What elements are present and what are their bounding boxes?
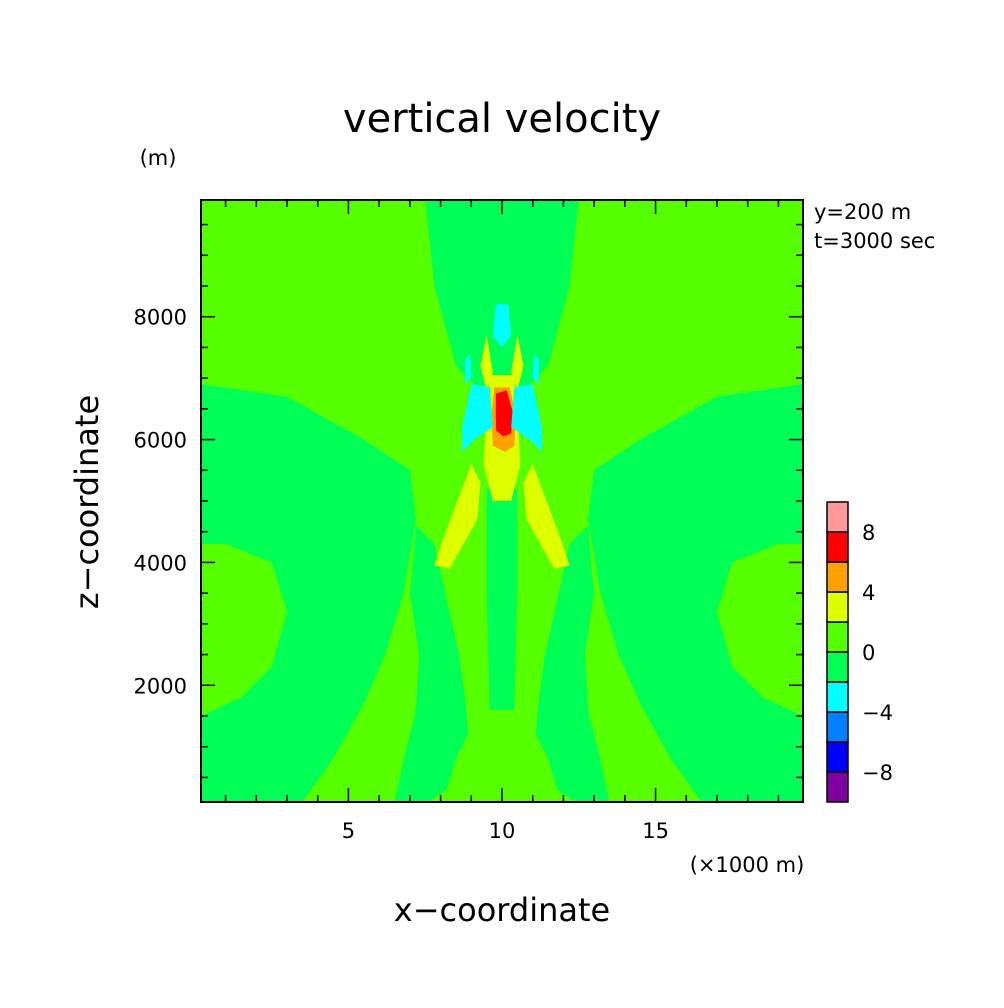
colorbar-swatch <box>826 561 849 593</box>
colorbar-tick-label: 0 <box>862 641 875 665</box>
x-tick-labels: 5 10 15 <box>342 819 669 843</box>
contour-region-12 <box>480 335 493 391</box>
colorbar: −8 −4 0 4 8 <box>826 501 893 803</box>
colorbar-swatch <box>826 741 849 773</box>
contour-region-4 <box>486 488 518 710</box>
colorbar-swatch <box>826 651 849 683</box>
colorbar-swatch <box>826 681 849 713</box>
annotation-time: t=3000 sec <box>814 229 935 253</box>
contour-region-2 <box>588 384 803 802</box>
contour-region-17 <box>465 353 472 385</box>
colorbar-swatch <box>826 501 849 533</box>
contour-region-13 <box>511 335 524 391</box>
contour-region-6 <box>535 525 610 802</box>
x-axis-label: x−coordinate <box>394 891 610 929</box>
contour-region-11 <box>523 464 570 569</box>
x-tick-label: 5 <box>342 819 355 843</box>
annotation-y-position: y=200 m <box>814 200 911 224</box>
y-tick-label: 6000 <box>134 429 187 453</box>
y-tick-labels: 2000 4000 6000 8000 <box>134 306 187 699</box>
axis-ticks <box>201 200 803 802</box>
contour-region-15 <box>511 384 542 452</box>
contour-region-5 <box>394 525 469 802</box>
y-tick-label: 2000 <box>134 674 187 698</box>
contour-region-14 <box>462 384 493 452</box>
contour-region-16 <box>492 304 512 348</box>
x-tick-label: 10 <box>489 819 516 843</box>
colorbar-swatch <box>826 531 849 563</box>
colorbar-tick-label: −4 <box>862 701 893 725</box>
colorbar-swatch <box>826 771 849 803</box>
y-axis-label: z−coordinate <box>68 395 106 609</box>
velocity-field <box>201 200 803 802</box>
colorbar-tick-label: 8 <box>862 521 875 545</box>
colorbar-swatch <box>826 591 849 623</box>
colorbar-swatch <box>826 621 849 653</box>
y-unit-label: (m) <box>140 146 177 170</box>
chart-title: vertical velocity <box>343 96 661 142</box>
contour-region-18 <box>532 353 539 385</box>
x-tick-label: 15 <box>642 819 669 843</box>
contour-region-3 <box>425 200 579 403</box>
contour-region-1 <box>201 384 416 802</box>
contour-region-9 <box>495 390 513 437</box>
contour-region-10 <box>434 464 481 569</box>
y-tick-label: 8000 <box>134 306 187 330</box>
y-tick-label: 4000 <box>134 551 187 575</box>
x-unit-label: (×1000 m) <box>690 853 805 877</box>
colorbar-tick-label: 4 <box>862 581 875 605</box>
colorbar-swatch <box>826 711 849 743</box>
colorbar-tick-label: −8 <box>862 761 893 785</box>
